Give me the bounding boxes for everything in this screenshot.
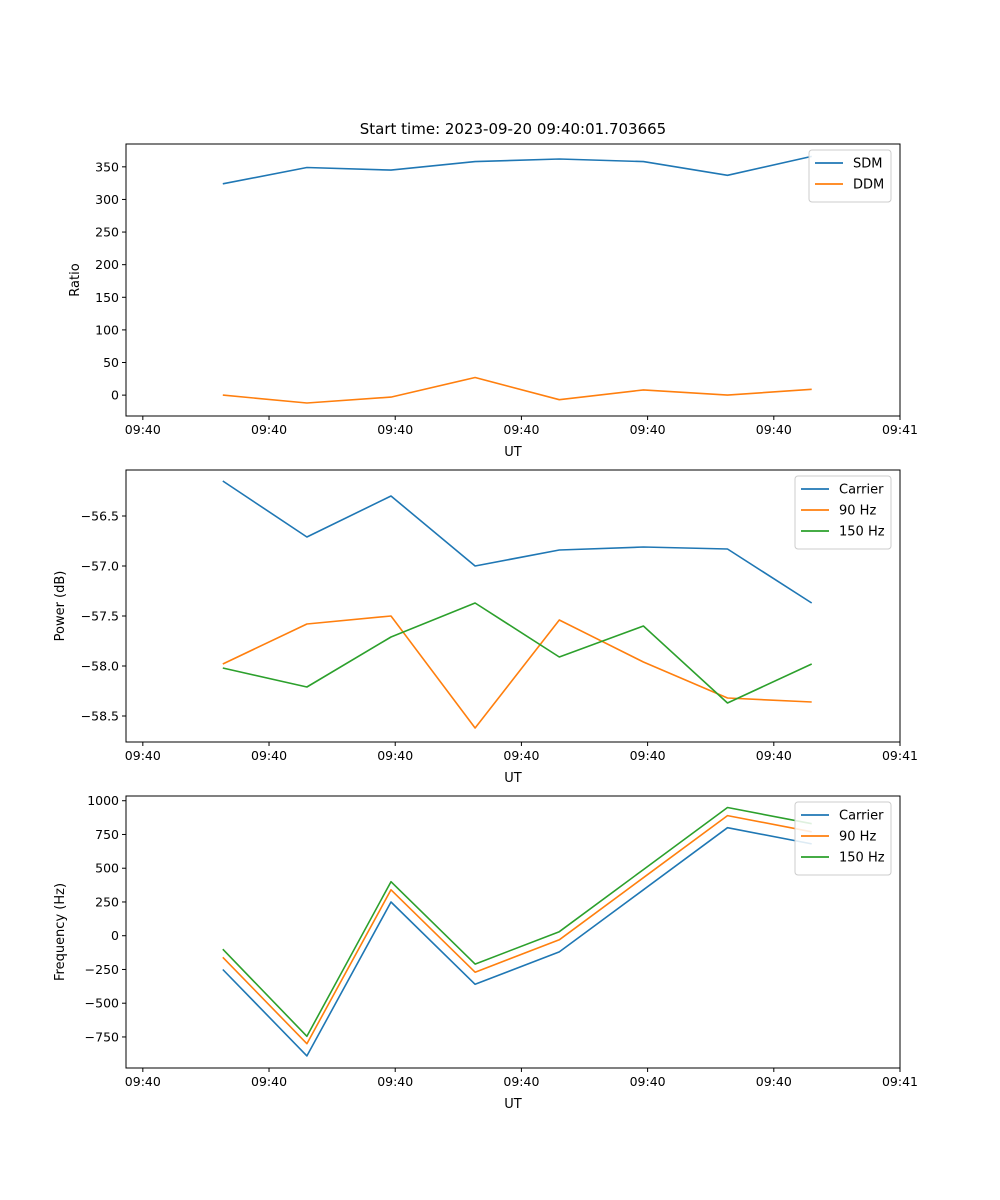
x-tick-label: 09:40 <box>756 1074 792 1089</box>
subplot-3: 09:40 09:40 09:40 09:40 09:40 09:40 09:41 1000 7… <box>53 793 918 1112</box>
x-tick-label: 09:40 <box>377 422 413 437</box>
x-axis-label: UT <box>504 445 522 460</box>
legend-label-150-hz: 150 Hz <box>839 525 885 540</box>
y-axis-label: Ratio <box>68 263 83 296</box>
x-tick-label: 09:40 <box>503 422 539 437</box>
y-axis-label: Frequency (Hz) <box>53 883 68 981</box>
x-tick-label: 09:40 <box>630 1074 666 1089</box>
x-tick-label: 09:40 <box>125 422 161 437</box>
y-tick-label: 350 <box>95 159 119 174</box>
x-tick-label: 09:40 <box>125 1074 161 1089</box>
legend: Carrier 90 Hz 150 Hz <box>794 475 892 550</box>
series-line-carrier <box>222 826 812 1057</box>
series-line-carrier <box>222 480 813 604</box>
x-axis-label: UT <box>504 771 522 786</box>
y-tick-label: 50 <box>103 355 119 370</box>
y-tick-label: 250 <box>95 225 119 240</box>
x-tick-label: 09:40 <box>251 1074 287 1089</box>
y-tick-label: −57.5 <box>81 609 119 624</box>
x-tick-label: 09:40 <box>756 748 792 763</box>
legend-label-sdm: SDM <box>853 157 882 172</box>
x-tick-label: 09:41 <box>882 1074 918 1089</box>
x-tick-label: 09:40 <box>125 748 161 763</box>
x-tick-label: 09:40 <box>630 748 666 763</box>
y-tick-label: 0 <box>111 388 119 403</box>
subplot-1: 09:40 09:40 09:40 09:40 09:40 09:40 09:41 0 50 10… <box>68 143 918 460</box>
x-tick-label: 09:40 <box>377 1074 413 1089</box>
chart-title: Start time: 2023-09-20 09:40:01.703665 <box>359 120 667 138</box>
y-tick-label: −750 <box>85 1029 119 1044</box>
legend-label-carrier: Carrier <box>839 483 884 498</box>
legend: Carrier 90 Hz 150 Hz <box>794 801 892 876</box>
x-tick-label: 09:40 <box>503 748 539 763</box>
x-tick-label: 09:40 <box>251 422 287 437</box>
y-tick-label: 500 <box>95 861 119 876</box>
series-line-90-hz <box>222 615 812 729</box>
axes-frame <box>125 795 901 1069</box>
legend-label-150-hz: 150 Hz <box>839 851 885 866</box>
legend-label-carrier: Carrier <box>839 809 884 824</box>
y-tick-label: −500 <box>85 996 119 1011</box>
x-tick-label: 09:41 <box>882 422 918 437</box>
series-line-150-hz <box>222 806 812 1038</box>
y-tick-label: 300 <box>95 192 119 207</box>
y-tick-label: 0 <box>111 928 119 943</box>
x-tick-label: 09:41 <box>882 748 918 763</box>
y-tick-label: 250 <box>95 894 119 909</box>
x-tick-label: 09:40 <box>251 748 287 763</box>
legend: SDM DDM <box>808 149 892 203</box>
x-tick-label: 09:40 <box>756 422 792 437</box>
axes-frame <box>125 469 901 743</box>
legend-label-ddm: DDM <box>853 178 884 193</box>
y-tick-label: 150 <box>95 290 119 305</box>
y-tick-label: −57.0 <box>81 559 119 574</box>
y-tick-label: −58.5 <box>81 709 119 724</box>
x-tick-label: 09:40 <box>377 748 413 763</box>
y-tick-label: −58.0 <box>81 659 119 674</box>
x-tick-label: 09:40 <box>503 1074 539 1089</box>
x-axis-label: UT <box>504 1097 522 1112</box>
y-tick-label: −56.5 <box>81 509 119 524</box>
axes-frame <box>125 143 901 417</box>
y-tick-label: 1000 <box>87 793 119 808</box>
series-line-ddm <box>222 376 812 404</box>
legend-label-90-hz: 90 Hz <box>839 830 876 845</box>
series-line-150-hz <box>222 602 813 704</box>
legend-label-90-hz: 90 Hz <box>839 504 876 519</box>
y-tick-label: 200 <box>95 257 119 272</box>
y-tick-label: 750 <box>95 827 119 842</box>
series-line-90-hz <box>222 814 812 1045</box>
series-line-sdm <box>222 155 812 185</box>
y-tick-label: −250 <box>85 962 119 977</box>
y-tick-label: 100 <box>95 322 119 337</box>
x-tick-label: 09:40 <box>630 422 666 437</box>
subplot-2: 09:40 09:40 09:40 09:40 09:40 09:40 09:41 −56.5… <box>53 469 918 786</box>
y-axis-label: Power (dB) <box>53 571 68 642</box>
